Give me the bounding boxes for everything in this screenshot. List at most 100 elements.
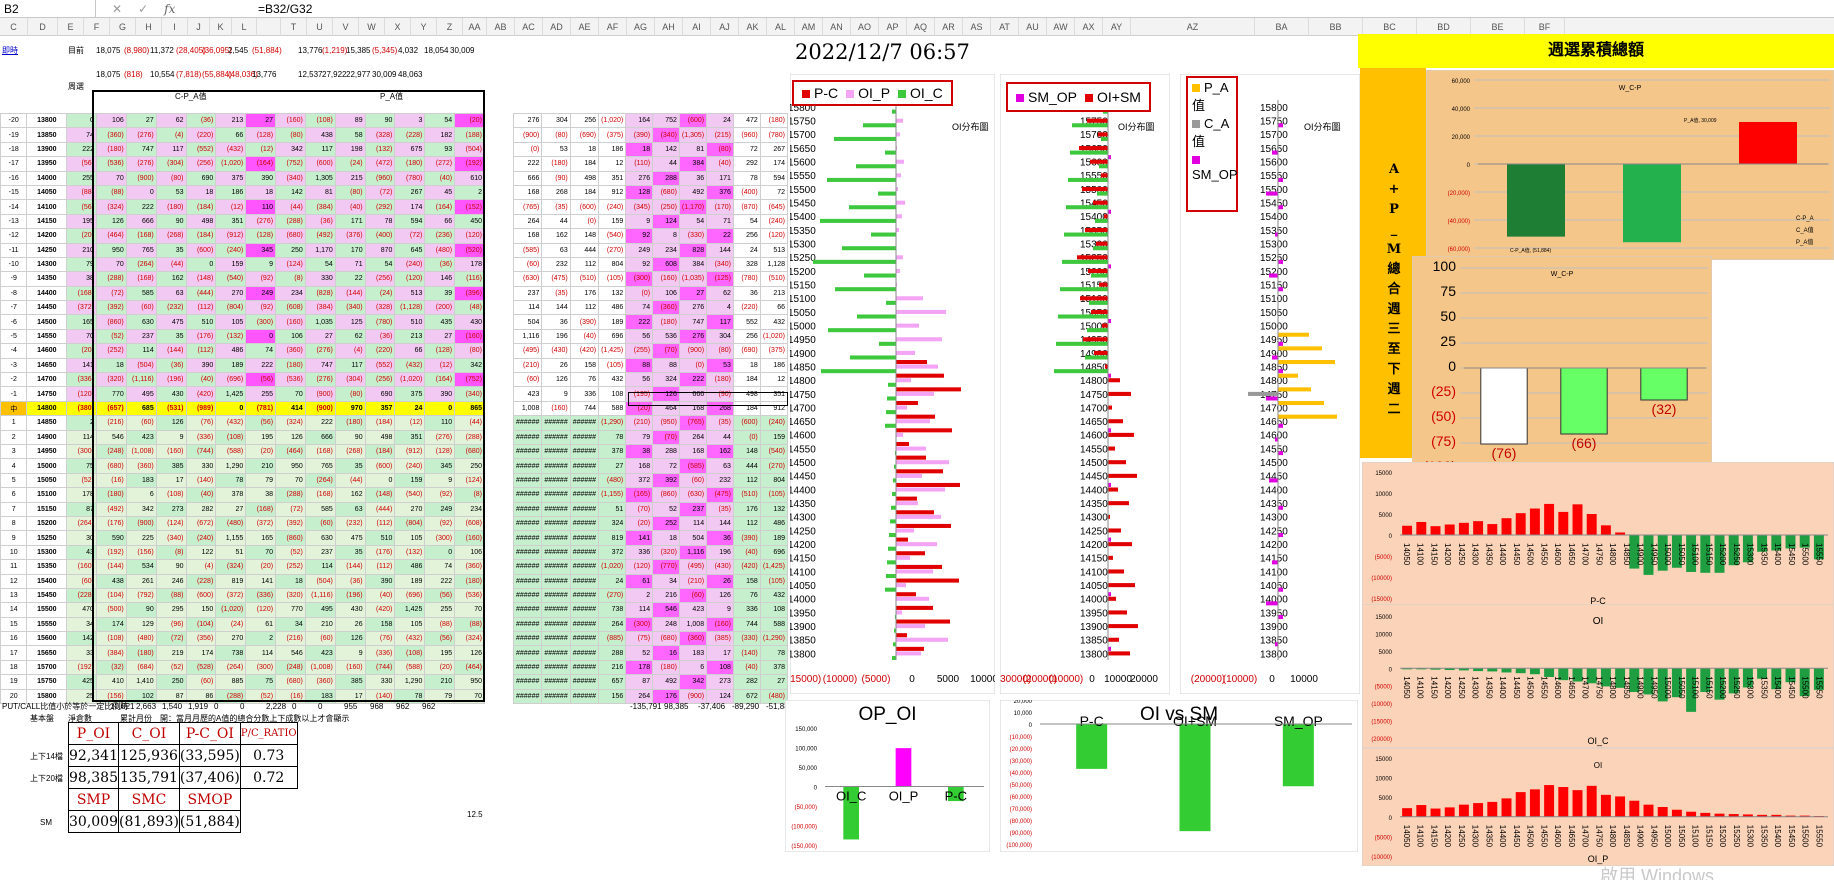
table-cell[interactable]: 378 [215,487,247,503]
table-cell[interactable]: (180) [394,156,426,172]
table-cell[interactable]: 105 [394,616,426,633]
table-cell[interactable]: (112) [185,343,217,359]
table-cell[interactable]: 26 [541,357,571,374]
table-cell[interactable]: (912) [215,228,247,244]
table-cell[interactable]: 66 [394,343,426,359]
table-cell[interactable]: 189 [759,530,789,546]
table-cell[interactable]: 282 [732,674,761,690]
table-cell[interactable]: ###### [541,458,571,474]
table-cell[interactable]: (120) [454,228,485,244]
table-cell[interactable]: (270) [598,242,627,258]
strike-cell[interactable]: 15250 [26,530,68,546]
table-cell[interactable]: 232 [541,256,571,273]
table-cell[interactable]: (16) [95,472,127,489]
table-cell[interactable]: 410 [95,674,127,690]
table-cell[interactable]: 534 [125,559,157,575]
table-cell[interactable]: (128) [245,127,277,143]
table-cell[interactable]: ###### [541,674,571,690]
table-cell[interactable]: 685 [125,400,157,417]
table-cell[interactable]: (80) [706,141,734,158]
table-cell[interactable]: 219 [155,645,187,661]
table-cell[interactable]: 35 [334,458,366,474]
table-cell[interactable]: (80) [706,343,734,359]
row-index[interactable]: -5 [0,328,28,345]
table-cell[interactable]: (36) [364,328,396,345]
table-cell[interactable]: (380) [66,400,97,417]
table-cell[interactable]: 9 [625,213,654,230]
table-cell[interactable]: (420) [732,559,761,575]
row-index[interactable]: -11 [0,242,28,258]
table-cell[interactable]: 504 [678,530,708,546]
row-index[interactable]: -10 [0,256,28,273]
table-cell[interactable]: (384) [304,199,336,215]
table-cell[interactable]: 384 [678,256,708,273]
table-cell[interactable]: ###### [569,602,600,618]
table-cell[interactable]: 27 [759,674,789,690]
table-cell[interactable]: 696 [598,328,627,345]
table-cell[interactable]: 804 [598,256,627,273]
table-cell[interactable]: (645) [759,199,789,215]
table-cell[interactable]: (156) [125,544,157,561]
table-cell[interactable]: (360) [304,674,336,690]
column-header[interactable]: AB [487,18,515,36]
table-cell[interactable]: (0) [512,141,543,158]
strike-cell[interactable]: 15650 [26,645,68,661]
column-header[interactable]: AZ [1131,18,1255,36]
table-cell[interactable]: (270) [598,587,627,604]
table-cell[interactable]: 216 [598,659,627,676]
table-cell[interactable]: 36 [706,530,734,546]
table-cell[interactable]: 950 [275,458,306,474]
table-cell[interactable]: (24) [334,156,366,172]
table-cell[interactable]: 144 [541,300,571,316]
table-cell[interactable]: (90) [706,386,734,402]
table-cell[interactable]: 38 [245,487,277,503]
table-cell[interactable]: (0) [569,213,600,230]
table-cell[interactable]: (340) [155,530,187,546]
table-cell[interactable]: 24 [732,242,761,258]
table-cell[interactable]: (540) [759,443,789,460]
row-index[interactable]: 19 [0,674,28,690]
table-cell[interactable]: ###### [512,559,543,575]
table-cell[interactable]: 114 [678,515,708,532]
table-cell[interactable]: (900) [125,515,157,532]
row-index[interactable]: 7 [0,501,28,517]
table-cell[interactable]: (216) [95,415,127,431]
table-cell[interactable]: 51 [215,544,247,561]
table-cell[interactable]: 52 [652,501,680,517]
table-cell[interactable]: (196) [155,372,187,388]
table-cell[interactable]: 546 [95,429,127,445]
table-cell[interactable]: (264) [215,659,247,676]
table-cell[interactable]: 276 [678,328,708,345]
table-cell[interactable]: (680) [275,228,306,244]
table-cell[interactable]: 1,128 [759,256,789,273]
column-header[interactable]: T [281,18,307,36]
table-cell[interactable]: (531) [155,400,187,417]
table-cell[interactable]: 126 [541,372,571,388]
table-cell[interactable]: ###### [512,645,543,661]
table-cell[interactable]: (860) [275,530,306,546]
table-cell[interactable]: (120) [66,386,97,402]
table-cell[interactable]: (120) [625,559,654,575]
column-header[interactable]: BB [1309,18,1363,36]
table-cell[interactable]: 87 [625,674,654,690]
table-cell[interactable]: 546 [275,645,306,661]
table-cell[interactable]: 81 [304,184,336,201]
table-cell[interactable]: (56) [66,156,97,172]
strike-cell[interactable]: 14450 [26,300,68,316]
table-cell[interactable]: 54 [678,213,708,230]
table-cell[interactable]: (160) [652,271,680,287]
table-cell[interactable]: 8 [652,228,680,244]
table-cell[interactable]: 9 [706,602,734,618]
table-cell[interactable]: 18 [569,141,600,158]
table-cell[interactable]: 124 [652,213,680,230]
table-cell[interactable]: (240) [759,213,789,230]
strike-cell[interactable]: 14650 [26,357,68,374]
table-cell[interactable]: 126 [454,645,485,661]
table-cell[interactable]: (520) [454,242,485,258]
table-cell[interactable]: 342 [678,674,708,690]
table-cell[interactable]: 492 [652,674,680,690]
table-cell[interactable]: (375) [598,127,627,143]
strike-cell[interactable]: 14500 [26,314,68,330]
table-cell[interactable]: 76 [569,372,600,388]
table-cell[interactable]: (8) [155,544,187,561]
